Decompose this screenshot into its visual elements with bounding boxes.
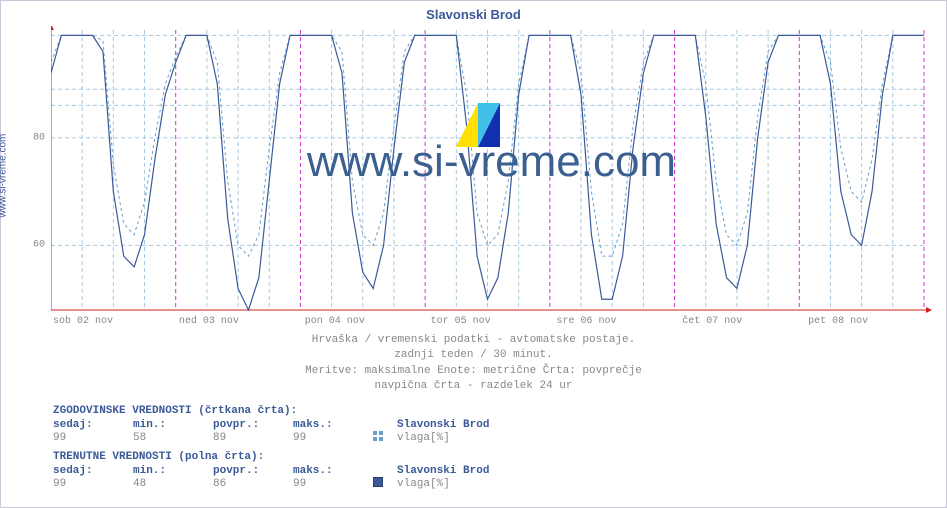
col-maks: maks.:: [293, 419, 373, 431]
stats-hist-header: sedaj: min.: povpr.: maks.: Slavonski Br…: [53, 419, 942, 431]
ytick-label: 60: [33, 240, 45, 251]
meta-line: Hrvaška / vremenski podatki - avtomatske…: [5, 333, 942, 348]
col-min: min.:: [133, 419, 213, 431]
stats-hist-title: ZGODOVINSKE VREDNOSTI (črtkana črta):: [53, 405, 942, 417]
stats-curr-values: 99 48 86 99 vlaga[%]: [53, 477, 942, 491]
meta-line: zadnji teden / 30 minut.: [5, 348, 942, 363]
chart-svg: [51, 26, 932, 316]
val-sedaj: 99: [53, 432, 133, 444]
val-povpr: 86: [213, 478, 293, 490]
col-povpr: povpr.:: [213, 465, 293, 477]
x-axis-labels: sob 02 novned 03 novpon 04 novtor 05 nov…: [51, 316, 932, 327]
stats-hist-values: 99 58 89 99 vlaga[%]: [53, 431, 942, 445]
val-povpr: 89: [213, 432, 293, 444]
val-maks: 99: [293, 432, 373, 444]
x-tick-label: sob 02 nov: [51, 316, 177, 327]
marker-hist-icon: [373, 431, 383, 441]
chart-meta: Hrvaška / vremenski podatki - avtomatske…: [5, 333, 942, 395]
stats-curr-unit: vlaga[%]: [397, 478, 942, 490]
ytick-label: 80: [33, 132, 45, 143]
x-tick-label: tor 05 nov: [429, 316, 555, 327]
attribution-label: www.si-vreme.com: [0, 134, 9, 218]
val-sedaj: 99: [53, 478, 133, 490]
stats-hist-location: Slavonski Brod: [397, 419, 942, 431]
chart-area: 60 80 www.si-vreme.com: [51, 26, 932, 316]
chart-title: Slavonski Brod: [5, 7, 942, 22]
val-min: 48: [133, 478, 213, 490]
meta-line: navpična črta - razdelek 24 ur: [5, 379, 942, 394]
stats-curr-title: TRENUTNE VREDNOSTI (polna črta):: [53, 451, 942, 463]
x-tick-label: čet 07 nov: [680, 316, 806, 327]
stats-curr-header: sedaj: min.: povpr.: maks.: Slavonski Br…: [53, 465, 942, 477]
stats-curr-location: Slavonski Brod: [397, 465, 942, 477]
col-povpr: povpr.:: [213, 419, 293, 431]
col-sedaj: sedaj:: [53, 419, 133, 431]
x-tick-label: ned 03 nov: [177, 316, 303, 327]
col-sedaj: sedaj:: [53, 465, 133, 477]
col-min: min.:: [133, 465, 213, 477]
x-tick-label: pon 04 nov: [303, 316, 429, 327]
col-maks: maks.:: [293, 465, 373, 477]
x-tick-label: sre 06 nov: [554, 316, 680, 327]
stats-block: ZGODOVINSKE VREDNOSTI (črtkana črta): se…: [53, 405, 942, 491]
x-tick-label: pet 08 nov: [806, 316, 932, 327]
stats-hist-unit: vlaga[%]: [397, 432, 942, 444]
meta-line: Meritve: maksimalne Enote: metrične Črta…: [5, 364, 942, 379]
marker-curr-icon: [373, 477, 383, 487]
val-maks: 99: [293, 478, 373, 490]
val-min: 58: [133, 432, 213, 444]
